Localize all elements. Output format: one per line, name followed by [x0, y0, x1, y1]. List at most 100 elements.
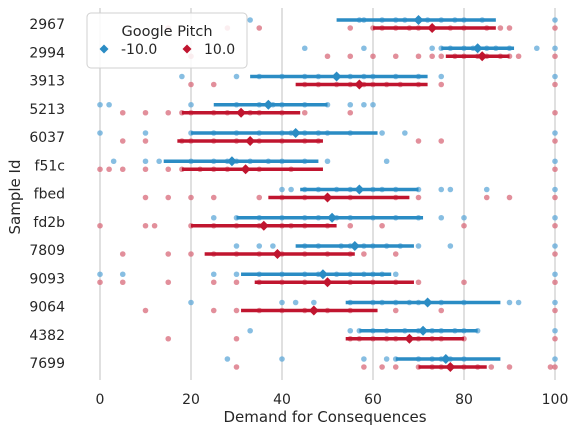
strip-point-neg	[142, 130, 149, 136]
y-tick-label: 9064	[29, 300, 65, 316]
mean-marker-neg	[413, 15, 424, 25]
strip-point-pos	[438, 138, 445, 144]
strip-point-neg	[292, 299, 299, 306]
strip-point-pos	[552, 335, 558, 342]
strip-point-pos	[515, 53, 522, 60]
mean-marker-pos	[272, 249, 283, 259]
legend-label-neg: -10.0	[121, 42, 157, 58]
strip-point-neg	[383, 158, 390, 165]
strip-point-neg	[119, 271, 126, 278]
strip-point-neg	[552, 214, 558, 221]
strip-point-pos	[379, 222, 385, 229]
strip-point-pos	[506, 364, 513, 370]
strip-point-pos	[210, 194, 217, 201]
strip-point-pos	[347, 109, 354, 116]
strip-point-pos	[438, 307, 445, 314]
strip-point-neg	[552, 299, 558, 306]
strip-point-neg	[361, 356, 367, 362]
grid-lines	[99, 8, 556, 380]
strip-point-neg	[438, 214, 445, 221]
strip-point-neg	[483, 186, 490, 193]
strip-point-pos	[370, 53, 376, 60]
strip-point-neg	[279, 356, 285, 362]
strip-point-pos	[361, 364, 367, 370]
x-tick-label: 60	[364, 392, 382, 408]
strip-point-neg	[347, 101, 354, 108]
strip-point-pos	[151, 222, 158, 229]
strip-point-pos	[488, 364, 495, 370]
y-tick-label: 2994	[29, 45, 65, 61]
strip-point-pos	[165, 166, 172, 173]
y-tick-label: 3913	[29, 74, 65, 90]
strip-point-pos	[142, 222, 149, 229]
y-tick-label: 7699	[29, 356, 65, 372]
strip-point-neg	[179, 73, 185, 80]
mean-marker-pos	[308, 305, 319, 316]
y-tick-label: f51c	[35, 158, 65, 174]
strip-point-neg	[552, 243, 558, 249]
legend-box	[86, 12, 248, 69]
strip-point-pos	[142, 109, 149, 116]
mean-marker-neg	[472, 43, 483, 54]
y-tick-label: fd2b	[33, 215, 65, 231]
mean-marker-neg	[263, 99, 274, 110]
strip-point-neg	[288, 186, 294, 193]
mean-marker-pos	[236, 107, 247, 118]
mean-marker-pos	[258, 220, 269, 231]
strip-point-pos	[361, 251, 367, 257]
x-tick-label: 80	[455, 392, 473, 408]
strip-point-pos	[429, 53, 435, 60]
strip-point-pos	[552, 109, 558, 116]
strip-point-neg	[361, 101, 367, 108]
strip-point-pos	[392, 53, 399, 60]
legend-title: Google Pitch	[121, 24, 212, 40]
strip-point-neg	[210, 271, 217, 278]
strip-point-pos	[347, 222, 354, 229]
strip-point-neg	[379, 130, 385, 136]
strip-point-pos	[233, 307, 240, 314]
y-tick-label: 2967	[29, 17, 65, 33]
mean-marker-neg	[331, 71, 342, 82]
strip-point-pos	[142, 307, 149, 314]
strip-point-neg	[142, 158, 149, 165]
strip-point-pos	[392, 307, 399, 314]
strip-point-neg	[447, 186, 454, 193]
strip-point-pos	[142, 194, 149, 201]
strip-point-pos	[97, 166, 103, 173]
strip-point-neg	[324, 158, 331, 165]
mean-marker-neg	[349, 241, 360, 251]
strip-point-pos	[210, 279, 217, 286]
strip-point-pos	[552, 222, 558, 229]
legend: Google Pitch -10.0 10.0	[86, 12, 248, 69]
strip-point-neg	[256, 243, 263, 249]
y-tick-label: 5213	[29, 102, 65, 118]
strip-point-pos	[188, 251, 194, 257]
strip-point-neg	[552, 186, 558, 193]
strip-point-pos	[552, 81, 558, 88]
strip-point-pos	[552, 194, 558, 201]
strip-point-pos	[256, 194, 263, 201]
strip-point-neg	[402, 130, 408, 136]
strip-point-neg	[97, 101, 103, 108]
mean-marker-pos	[427, 23, 438, 33]
strip-point-neg	[552, 271, 558, 278]
strip-point-pos	[415, 194, 422, 201]
strip-point-pos	[119, 251, 126, 257]
strip-point-pos	[165, 335, 172, 342]
strip-point-neg	[383, 356, 390, 362]
strip-point-neg	[361, 45, 367, 52]
y-tick-label: 4382	[29, 328, 65, 344]
strip-point-neg	[415, 243, 422, 249]
x-tick-label: 0	[96, 392, 105, 408]
strip-point-neg	[461, 214, 467, 221]
strip-point-pos	[119, 279, 126, 286]
mean-marker-neg	[290, 128, 301, 138]
strip-point-pos	[347, 53, 354, 60]
strip-point-pos	[497, 25, 504, 31]
strip-point-neg	[552, 17, 558, 23]
mean-marker-neg	[418, 325, 429, 336]
strip-point-neg	[552, 73, 558, 80]
y-tick-labels: 2967 2994 3913 5213 6037 f51c fbed fd2b 7809 9093…	[29, 17, 65, 372]
strip-point-pos	[415, 279, 422, 286]
